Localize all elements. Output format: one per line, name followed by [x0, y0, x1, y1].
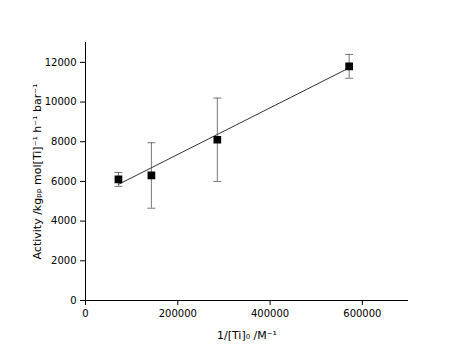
svg-text:12000: 12000 [45, 57, 77, 68]
svg-text:Activity /kgₚₚ mol[Ti]⁻¹ h⁻¹ b: Activity /kgₚₚ mol[Ti]⁻¹ h⁻¹ bar⁻¹ [31, 84, 44, 260]
svg-text:6000: 6000 [51, 176, 76, 187]
svg-text:2000: 2000 [51, 255, 76, 266]
svg-text:0: 0 [70, 295, 76, 306]
svg-text:200000: 200000 [159, 308, 197, 319]
svg-text:4000: 4000 [51, 215, 76, 226]
svg-text:8000: 8000 [51, 136, 76, 147]
svg-text:10000: 10000 [45, 96, 77, 107]
svg-text:0: 0 [82, 308, 88, 319]
svg-text:400000: 400000 [251, 308, 289, 319]
svg-text:1/[Ti]₀ /M⁻¹: 1/[Ti]₀ /M⁻¹ [217, 329, 277, 342]
svg-text:600000: 600000 [343, 308, 381, 319]
